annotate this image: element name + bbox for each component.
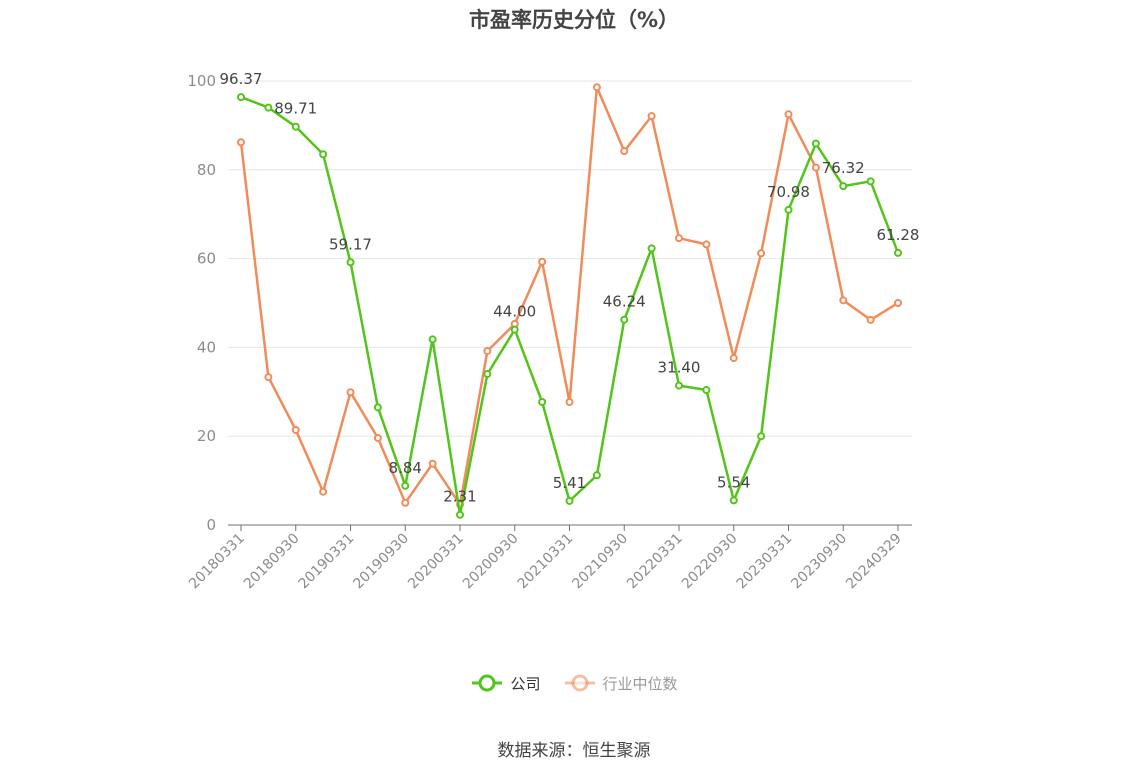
data-point [839, 182, 848, 191]
data-label-layer: 96.37 89.71 59.17 8.84 2.31 44.00 5.41 46.24 31.… [220, 70, 920, 506]
data-point [565, 398, 574, 407]
data-point [428, 335, 437, 344]
data-point [675, 381, 683, 390]
y-tick-label: 60 [197, 250, 216, 268]
y-tick-label: 40 [197, 338, 216, 356]
data-point [510, 325, 519, 334]
data-point [866, 177, 875, 186]
series-line [240, 95, 900, 516]
y-tick-label: 100 [187, 72, 216, 90]
data-point [483, 370, 492, 379]
data-label: 96.37 [220, 70, 263, 88]
data-point [894, 299, 902, 307]
legend-item[interactable]: 行业中位数 [563, 672, 678, 694]
data-point [675, 234, 683, 243]
data-point [620, 147, 629, 156]
data-point [456, 510, 464, 519]
data-point [757, 249, 766, 258]
x-tick-label: 20220331 [624, 531, 686, 593]
y-tick-label: 20 [197, 427, 216, 445]
data-point [237, 138, 245, 147]
data-point [483, 346, 492, 355]
data-point [237, 93, 245, 102]
data-label: 46.24 [603, 293, 646, 311]
data-point [592, 471, 601, 480]
data-point [647, 244, 656, 253]
data-point [729, 496, 738, 505]
data-label: 5.54 [717, 473, 750, 491]
series-layer [237, 83, 902, 519]
data-label: 59.17 [329, 235, 372, 253]
data-point [291, 425, 300, 434]
legend-item[interactable]: 公司 [470, 672, 541, 694]
data-point [702, 240, 711, 249]
data-label: 8.84 [389, 459, 422, 477]
x-tick-label: 20240329 [843, 531, 905, 593]
data-point [401, 498, 410, 507]
data-point [894, 248, 902, 257]
grid-layer [228, 80, 912, 437]
data-point [729, 354, 738, 363]
data-label: 70.98 [767, 183, 810, 201]
x-tick-label: 20200930 [460, 531, 522, 593]
data-point [373, 433, 382, 442]
x-tick-label: 20220930 [679, 531, 741, 593]
legend-line-circle-icon [564, 674, 595, 692]
data-label: 5.41 [553, 474, 586, 492]
data-point [702, 386, 711, 395]
legend: 公司 行业中位数 [0, 672, 1148, 694]
line-chart: 0 20 40 60 80 100 2018033120180930201903312019… [186, 70, 920, 592]
data-point [784, 110, 793, 119]
y-tick-label: 0 [206, 516, 216, 534]
x-tick-label: 20230930 [788, 531, 850, 593]
data-point [373, 403, 382, 412]
data-point [620, 315, 629, 324]
legend-label: 行业中位数 [602, 674, 678, 693]
data-label: 76.32 [822, 159, 865, 177]
data-label: 2.31 [443, 488, 476, 506]
series-line [239, 85, 899, 506]
data-point [866, 315, 875, 324]
x-tick-label: 20210930 [569, 531, 631, 593]
data-source: 数据来源：恒生聚源 [497, 741, 651, 761]
data-label: 89.71 [274, 100, 317, 118]
data-point [319, 150, 328, 159]
data-point [839, 296, 848, 305]
data-point [592, 83, 601, 92]
x-tick-label: 20230331 [734, 531, 796, 593]
chart-title: 市盈率历史分位（%） [468, 8, 680, 32]
data-point [538, 398, 547, 407]
data-point [538, 257, 547, 266]
legend-label: 公司 [510, 674, 541, 693]
data-point [346, 258, 355, 267]
data-label: 44.00 [493, 303, 536, 321]
data-point [428, 459, 437, 468]
legend-line-circle-icon [472, 674, 503, 692]
data-point [264, 103, 273, 112]
data-point [264, 373, 273, 382]
axis-layer: 0 20 40 60 80 100 2018033120180930201903312019… [186, 72, 912, 592]
x-tick-label: 20210331 [515, 531, 577, 593]
data-point [647, 112, 656, 121]
y-tick-label: 80 [197, 161, 216, 179]
data-point [291, 122, 300, 131]
x-tick-label: 20180930 [241, 531, 303, 593]
data-point [757, 432, 766, 441]
x-tick-label: 20190331 [296, 531, 358, 593]
x-tick-label: 20180331 [186, 531, 248, 593]
data-label: 61.28 [877, 226, 920, 244]
x-tick-label: 20200331 [405, 531, 467, 593]
x-tick-label: 20190930 [350, 531, 412, 593]
data-label: 31.40 [658, 359, 701, 377]
data-point [401, 481, 410, 490]
data-point [565, 496, 574, 505]
data-point [319, 487, 328, 496]
data-point [784, 205, 793, 214]
data-point [811, 139, 820, 148]
data-point [346, 388, 355, 397]
data-point [811, 163, 820, 172]
